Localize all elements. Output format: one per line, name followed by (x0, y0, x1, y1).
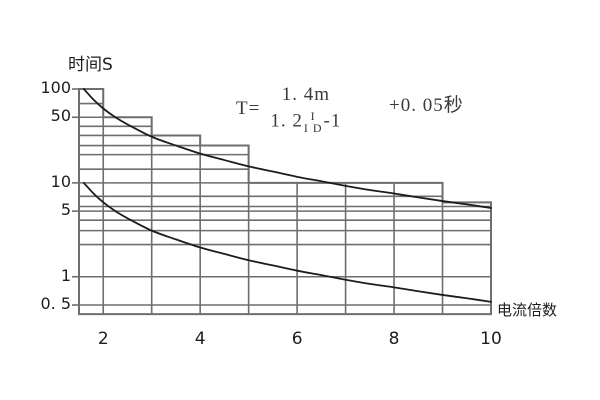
plot-frame (78, 88, 492, 316)
y-tick-label: 5 (60, 200, 71, 220)
formula-ratio-denominator: I D (303, 121, 323, 135)
formula-lhs: T= (236, 98, 261, 119)
formula-ratio-numerator: I (310, 109, 316, 123)
y-tick-label: 100 (40, 78, 71, 97)
x-tick-label: 6 (291, 329, 303, 350)
x-tick-label: 10 (480, 329, 502, 350)
x-tick-label: 4 (194, 329, 206, 350)
y-tick-label: 10 (50, 171, 71, 191)
y-tick-label: 50 (50, 106, 71, 126)
formula-numerator: 1. 4m (281, 84, 330, 105)
y-tick-label: 1 (60, 265, 71, 285)
formula-tail: +0. 05秒 (389, 95, 464, 116)
tick-marks (72, 88, 79, 306)
x-tick-label: 8 (388, 329, 400, 350)
x-tick-label: 2 (97, 329, 109, 350)
x-axis-title: 电流倍数 (497, 301, 558, 319)
formula-denominator-tail: -1 (323, 110, 342, 132)
y-axis-title: 时间S (68, 55, 113, 75)
data-curves (82, 88, 492, 303)
formula-denominator-base: 1. 2 (270, 110, 303, 132)
y-tick-label: 0. 5 (40, 294, 71, 313)
